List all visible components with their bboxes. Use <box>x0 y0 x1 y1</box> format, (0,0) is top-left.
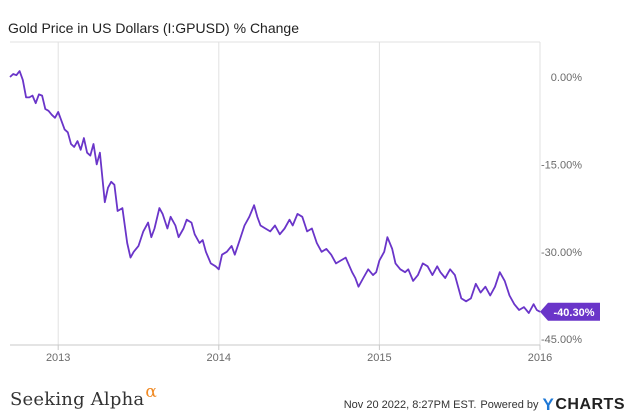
alpha-icon: α <box>145 382 158 402</box>
last-value-badge-shape <box>540 302 600 321</box>
axes <box>10 41 541 350</box>
x-tick-label: 2013 <box>46 352 70 364</box>
y-tick-label: 0.00% <box>551 72 582 84</box>
last-value-badge: -40.30% <box>540 302 600 321</box>
ycharts-y-icon: Y <box>542 395 555 414</box>
x-tick-label: 2016 <box>528 352 552 364</box>
y-tick-label: -15.00% <box>541 159 582 171</box>
ycharts-wordmark: CHARTS <box>555 396 625 413</box>
y-tick-label: -30.00% <box>541 247 582 259</box>
seeking-alpha-logo[interactable]: Seeking Alphaα <box>10 382 157 410</box>
y-tick-label: -45.00% <box>541 334 582 346</box>
x-tick-label: 2015 <box>367 352 391 364</box>
footer-info: Nov 20 2022, 8:27PM EST. Powered by Y CHA… <box>344 395 625 415</box>
powered-by-label: Powered by <box>480 399 539 411</box>
tick-labels: 2013 2014 2015 2016 0.00% -15.00% -30.00% -45.0… <box>46 72 600 364</box>
series-layer <box>9 70 541 314</box>
brand-name: Seeking Alpha <box>10 389 145 410</box>
last-value-label: -40.30% <box>554 307 595 319</box>
ycharts-logo[interactable]: Y CHARTS <box>542 395 625 415</box>
timestamp: Nov 20 2022, 8:27PM EST. <box>343 399 477 411</box>
gold-price-line <box>9 70 541 314</box>
x-tick-label: 2014 <box>207 352 231 364</box>
chart-title: Gold Price in US Dollars (I:GPUSD) % Cha… <box>8 20 299 36</box>
